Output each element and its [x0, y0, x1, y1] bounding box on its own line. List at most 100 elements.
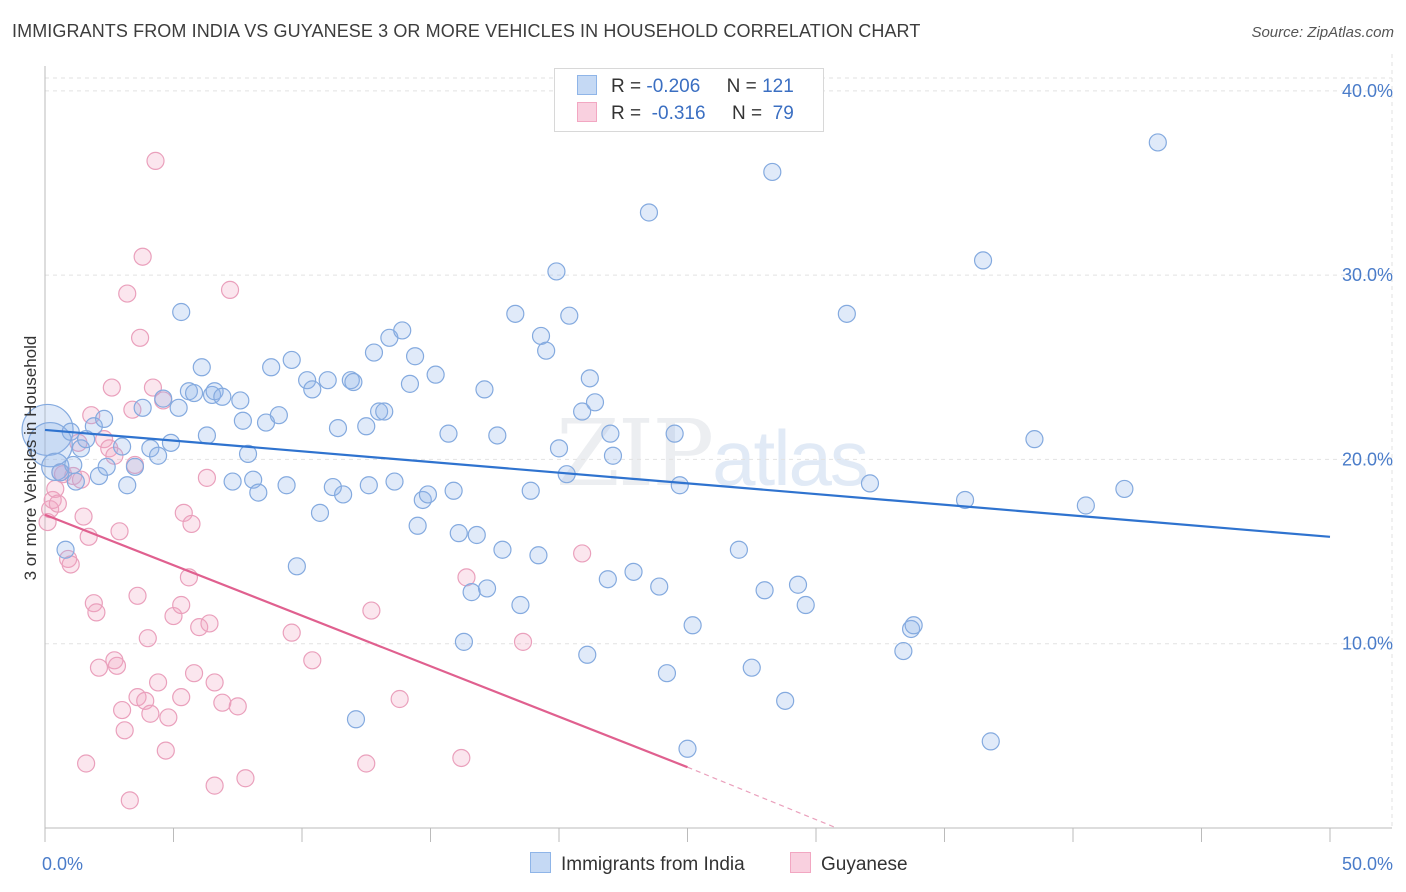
trend-lines — [44, 428, 1331, 829]
india-point — [408, 516, 427, 535]
india-point — [418, 485, 438, 504]
india-point — [359, 476, 378, 495]
india-point — [426, 365, 445, 384]
india-r-label: R = — [611, 76, 642, 97]
guyanese-n-label: N = — [731, 103, 763, 124]
india-point — [231, 391, 250, 410]
guyanese-point — [303, 651, 322, 670]
guyanese-point — [182, 514, 201, 534]
legend-item-india: Immigrants from India — [530, 852, 745, 876]
india-point — [657, 664, 677, 683]
india-point — [639, 203, 659, 222]
india-point — [603, 446, 623, 465]
india-point — [249, 483, 268, 502]
india-point — [788, 575, 808, 594]
y-tick-label: 10.0% — [1342, 634, 1393, 654]
india-point — [405, 347, 425, 366]
guyanese-point — [110, 522, 129, 541]
india-point — [346, 710, 366, 729]
india-point — [796, 595, 815, 615]
guyanese-point — [89, 658, 109, 677]
india-point — [973, 251, 993, 270]
india-point — [370, 402, 389, 421]
x-tick-label-max: 50.0% — [1342, 854, 1393, 874]
india-point — [904, 616, 923, 635]
india-point — [148, 446, 168, 465]
y-axis-label: 3 or more Vehicles in Household — [21, 336, 40, 581]
guyanese-point — [133, 247, 152, 266]
guyanese-point — [48, 494, 67, 513]
india-point — [357, 417, 376, 436]
guyanese-point — [573, 544, 592, 563]
india-point — [154, 389, 173, 408]
india-point — [328, 419, 348, 438]
india-point — [1025, 430, 1044, 449]
india-point — [269, 406, 288, 425]
india-point — [601, 424, 620, 443]
guyanese-point — [362, 601, 381, 620]
india-point — [444, 481, 463, 500]
india-point — [1076, 496, 1095, 515]
axes — [44, 66, 1392, 842]
india-swatch — [577, 75, 597, 95]
india-point — [776, 691, 795, 710]
india-point — [755, 581, 774, 600]
india-point — [670, 476, 689, 495]
guyanese-point — [148, 673, 168, 692]
guyanese-point — [282, 623, 301, 642]
india-point — [161, 433, 181, 452]
india-point — [549, 439, 569, 458]
guyanese-point — [197, 468, 217, 487]
india-point — [344, 372, 363, 392]
india-point — [506, 304, 525, 323]
guyanese-point — [107, 656, 127, 675]
guyanese-point — [128, 586, 147, 605]
india-point — [27, 421, 73, 468]
y-tick-label: 20.0% — [1342, 449, 1393, 469]
india-point — [112, 437, 132, 456]
india-point — [169, 398, 188, 417]
india-point — [837, 304, 856, 323]
guyanese-point — [77, 754, 96, 773]
india-point — [400, 374, 420, 393]
guyanese-legend-swatch — [790, 852, 811, 873]
india-legend-swatch — [530, 852, 551, 873]
stats-legend: R = -0.206 N = 121 R = -0.316 N = 79 — [554, 68, 824, 132]
guyanese-point — [220, 280, 240, 299]
india-point — [192, 358, 211, 377]
india-point — [197, 426, 217, 445]
india-point — [95, 409, 114, 428]
chart-title: IMMIGRANTS FROM INDIA VS GUYANESE 3 OR M… — [12, 21, 921, 41]
india-point — [488, 426, 507, 445]
india-point — [529, 546, 548, 565]
india-point — [624, 562, 643, 581]
india-point — [894, 641, 913, 661]
india-point — [125, 457, 145, 476]
guyanese-n-value: 79 — [772, 103, 794, 124]
india-point — [650, 577, 669, 596]
india-point — [364, 343, 384, 362]
india-point — [573, 402, 592, 421]
india-point — [97, 457, 116, 476]
guyanese-point — [205, 776, 224, 795]
india-point — [439, 424, 458, 443]
india-point — [64, 455, 83, 475]
guyanese-point — [236, 769, 255, 788]
india-point — [341, 371, 360, 390]
india-n-label: N = — [726, 76, 757, 97]
india-point — [141, 439, 160, 458]
india-point — [955, 490, 975, 510]
legend-item-guyanese: Guyanese — [790, 852, 908, 876]
guyanese-point — [156, 741, 175, 760]
india-point — [223, 472, 242, 491]
india-point — [729, 540, 749, 559]
india-point — [598, 570, 617, 589]
guyanese-legend-label: Guyanese — [821, 854, 908, 875]
india-point — [560, 306, 579, 325]
india-point — [678, 739, 697, 758]
guyanese-point — [141, 704, 160, 723]
india-point — [393, 321, 412, 340]
india-point — [511, 595, 530, 615]
india-point — [580, 369, 599, 388]
